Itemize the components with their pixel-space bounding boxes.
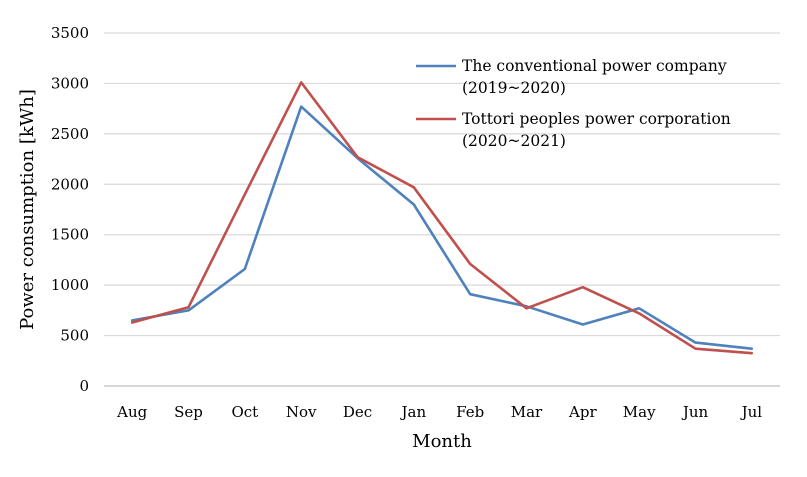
x-tick-label: Sep xyxy=(174,403,203,421)
x-tick-label: Apr xyxy=(568,403,597,421)
y-tick-label: 1000 xyxy=(51,276,89,294)
y-tick-label: 1500 xyxy=(51,226,89,244)
x-tick-label: Jul xyxy=(740,403,763,421)
series-lines xyxy=(130,81,754,355)
y-tick-label: 3000 xyxy=(51,74,89,92)
x-tick-label: Jun xyxy=(681,403,709,421)
legend-sublabel-2: (2020~2021) xyxy=(462,132,566,150)
y-tick-label: 3500 xyxy=(51,24,89,42)
x-tick-label: Nov xyxy=(286,403,317,421)
y-tick-label: 0 xyxy=(79,377,89,395)
legend-sublabel-1: (2019~2020) xyxy=(462,79,566,97)
x-tick-label: Aug xyxy=(116,403,147,421)
legend-label-2: Tottori peoples power corporation xyxy=(462,110,731,128)
y-axis-title: Power consumption [kWh] xyxy=(17,89,38,330)
x-tick-labels: Aug Sep Oct Nov Dec Jan Feb Mar Apr May Jun Jul xyxy=(116,403,762,421)
series-line-1 xyxy=(130,105,754,351)
y-tick-label: 2000 xyxy=(51,175,89,193)
x-tick-label: May xyxy=(623,403,656,421)
x-tick-label: Oct xyxy=(231,403,258,421)
y-tick-label: 2500 xyxy=(51,125,89,143)
x-tick-label: Jan xyxy=(400,403,427,421)
series-line-2 xyxy=(130,81,754,355)
legend: The conventional power company (2019~2020… xyxy=(416,57,731,150)
x-axis-title: Month xyxy=(412,431,472,452)
x-tick-label: Dec xyxy=(343,403,372,421)
x-tick-label: Feb xyxy=(456,403,484,421)
legend-label-1: The conventional power company xyxy=(462,57,727,75)
y-tick-labels: 0 500 1000 1500 2000 2500 3000 3500 xyxy=(51,24,89,395)
gridlines xyxy=(104,32,780,337)
x-tick-label: Mar xyxy=(511,403,543,421)
y-tick-label: 500 xyxy=(60,327,89,345)
